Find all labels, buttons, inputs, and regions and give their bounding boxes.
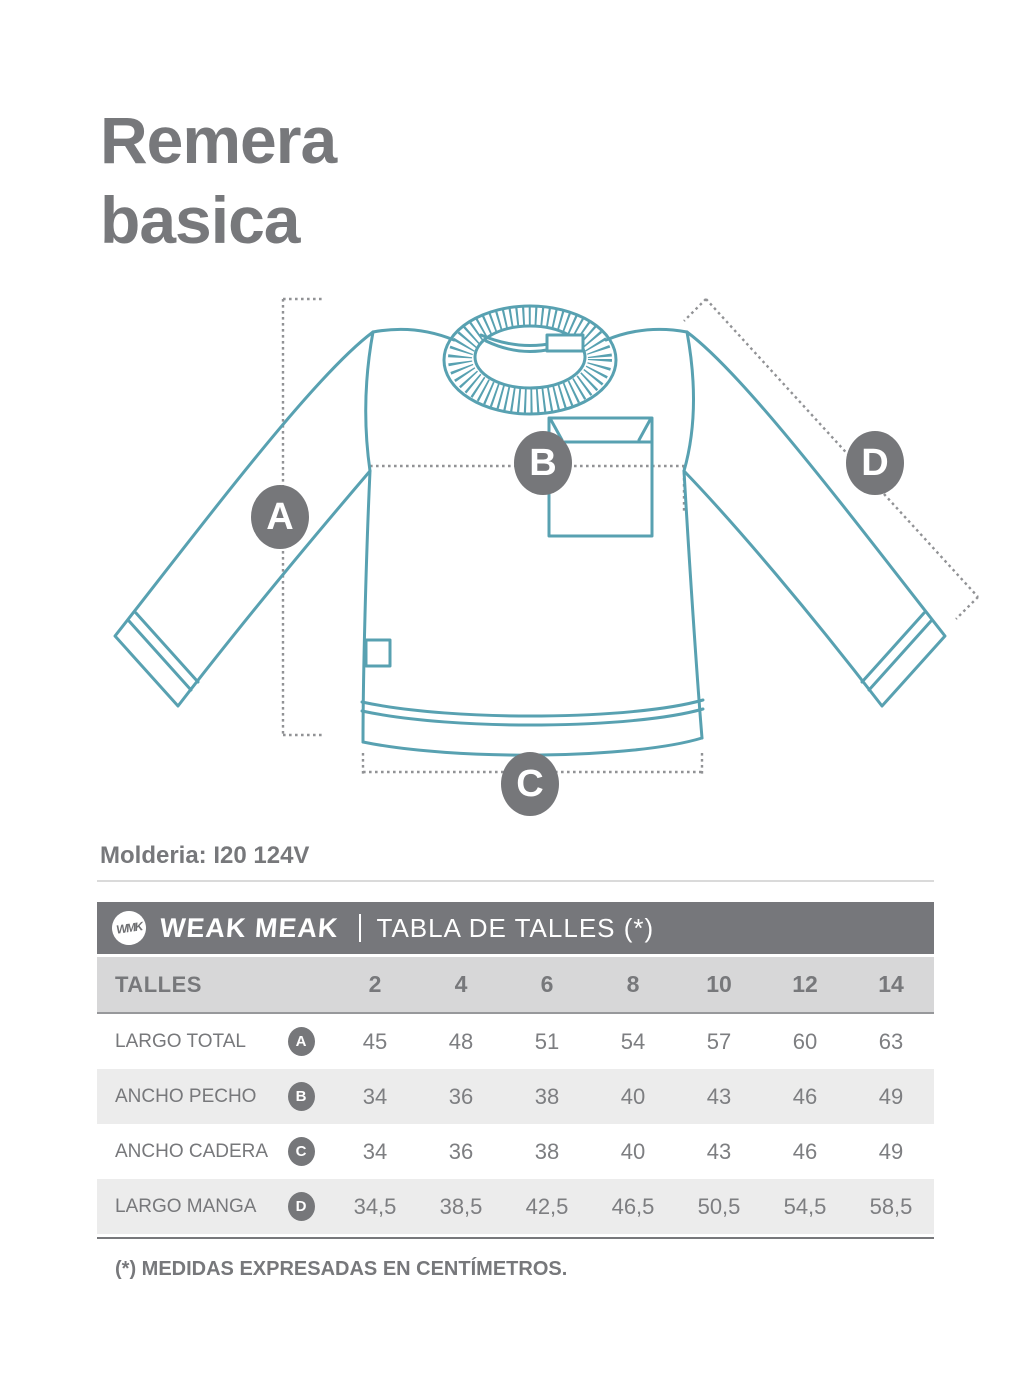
measurement-value: 63 bbox=[878, 1028, 904, 1054]
left-cuff-band bbox=[127, 611, 200, 692]
row-letter-badge: C bbox=[287, 1137, 315, 1166]
marker-d-letter: D bbox=[861, 441, 889, 484]
page-title-line1: Remera bbox=[100, 103, 337, 177]
measurement-value: 54,5 bbox=[783, 1193, 827, 1219]
measurement-value: 40 bbox=[620, 1138, 646, 1164]
row-letter-badge: B bbox=[287, 1082, 315, 1111]
measurement-value: 38,5 bbox=[439, 1193, 483, 1219]
right-armhole-seam bbox=[682, 330, 695, 473]
shirt-diagram-svg bbox=[113, 297, 979, 776]
size-table-section: WMK WEAK MEAK TABLA DE TALLES (*) TALLES… bbox=[97, 880, 934, 1239]
measurement-value: 45 bbox=[362, 1028, 388, 1054]
neck-label bbox=[545, 333, 585, 353]
marker-b: B bbox=[514, 431, 572, 495]
row-letter-cell: A bbox=[270, 1027, 332, 1056]
row-letter-badge: A bbox=[287, 1027, 315, 1056]
row-label: ANCHO PECHO bbox=[115, 1085, 257, 1107]
row-letter-badge: D bbox=[287, 1192, 315, 1221]
measurement-value: 51 bbox=[534, 1028, 560, 1054]
units-footnote: (*) MEDIDAS EXPRESADAS EN CENTÍMETROS. bbox=[115, 1258, 568, 1280]
page-title: Remera basica bbox=[100, 100, 337, 260]
measurement-value: 34 bbox=[362, 1138, 388, 1164]
collar-ribbing bbox=[448, 305, 612, 413]
size-column-header: 12 bbox=[792, 971, 818, 997]
measurement-value: 43 bbox=[706, 1083, 732, 1109]
row-label: LARGO MANGA bbox=[115, 1195, 257, 1217]
measurement-value: 40 bbox=[620, 1083, 646, 1109]
table-bottom-border bbox=[97, 1237, 934, 1239]
measurement-value: 42,5 bbox=[525, 1193, 569, 1219]
shirt-outline bbox=[113, 304, 947, 757]
measurement-value: 48 bbox=[448, 1028, 474, 1054]
measurement-value: 58,5 bbox=[869, 1193, 913, 1219]
measurement-value: 34,5 bbox=[353, 1193, 397, 1219]
marker-c-letter: C bbox=[516, 762, 544, 805]
measurement-value: 46,5 bbox=[611, 1193, 655, 1219]
measurement-value: 50,5 bbox=[697, 1193, 741, 1219]
measurement-value: 36 bbox=[448, 1138, 474, 1164]
left-shoulder-seam bbox=[371, 327, 456, 342]
brand-band: WMK WEAK MEAK TABLA DE TALLES (*) bbox=[97, 902, 934, 954]
row-label: ANCHO CADERA bbox=[115, 1140, 269, 1162]
molderia-code: Molderia: I20 124V bbox=[100, 842, 310, 869]
measurement-value: 54 bbox=[620, 1028, 646, 1054]
table-row: LARGO MANGA D 34,5 38,5 42,5 46,5 50,5 54,5 58,5 bbox=[97, 1179, 934, 1234]
table-header-row: TALLES 2 4 6 8 10 12 14 bbox=[97, 957, 934, 1014]
right-sleeve bbox=[682, 330, 947, 708]
body-left-seam bbox=[361, 469, 372, 744]
measurement-value: 46 bbox=[792, 1138, 818, 1164]
garment-measurement-diagram: A B C D bbox=[85, 283, 1000, 828]
measurement-value: 38 bbox=[534, 1083, 560, 1109]
measurement-value: 46 bbox=[792, 1083, 818, 1109]
marker-a-letter: A bbox=[266, 495, 294, 538]
brand-logo-icon: WMK bbox=[109, 908, 149, 948]
talles-header-label: TALLES bbox=[115, 971, 202, 997]
table-row: ANCHO PECHO B 34 36 38 40 43 46 49 bbox=[97, 1069, 934, 1124]
row-letter-cell: D bbox=[270, 1192, 332, 1221]
measurement-value: 49 bbox=[878, 1138, 904, 1164]
measurement-value: 43 bbox=[706, 1138, 732, 1164]
size-column-header: 4 bbox=[454, 971, 468, 997]
brand-name: WEAK MEAK bbox=[158, 912, 340, 943]
measurement-value: 49 bbox=[878, 1083, 904, 1109]
left-armhole-seam bbox=[364, 330, 375, 473]
page-title-line2: basica bbox=[100, 183, 300, 257]
size-column-header: 14 bbox=[878, 971, 904, 997]
body-right-seam bbox=[682, 469, 704, 740]
row-letter-cell: B bbox=[270, 1082, 332, 1111]
hem-stitch-lines bbox=[360, 698, 705, 727]
measurement-value: 36 bbox=[448, 1083, 474, 1109]
row-label: LARGO TOTAL bbox=[115, 1030, 246, 1052]
table-row: LARGO TOTAL A 45 48 51 54 57 60 63 bbox=[97, 1014, 934, 1069]
measurement-value: 60 bbox=[792, 1028, 818, 1054]
size-column-header: 6 bbox=[540, 971, 554, 997]
size-table: TALLES 2 4 6 8 10 12 14 LARGO TOTAL A 45 48 51 54 57… bbox=[97, 957, 934, 1239]
row-letter-cell: C bbox=[270, 1137, 332, 1166]
size-column-header: 8 bbox=[626, 971, 640, 997]
band-divider bbox=[358, 914, 361, 942]
left-sleeve bbox=[113, 330, 375, 708]
marker-b-letter: B bbox=[529, 441, 557, 484]
table-row: ANCHO CADERA C 34 36 38 40 43 46 49 bbox=[97, 1124, 934, 1179]
size-column-header: 2 bbox=[368, 971, 382, 997]
size-column-header: 10 bbox=[706, 971, 732, 997]
table-section-title: TABLA DE TALLES (*) bbox=[376, 912, 655, 943]
marker-a: A bbox=[251, 485, 309, 549]
marker-c: C bbox=[501, 752, 559, 816]
measure-d-line bbox=[683, 298, 979, 620]
right-cuff-band bbox=[860, 611, 933, 692]
right-shoulder-seam bbox=[604, 327, 689, 342]
table-body: LARGO TOTAL A 45 48 51 54 57 60 63 ANCHO PECHO B 34… bbox=[97, 1014, 934, 1234]
section-divider-line bbox=[97, 880, 934, 882]
measurement-value: 38 bbox=[534, 1138, 560, 1164]
marker-d: D bbox=[846, 431, 904, 495]
measurement-value: 57 bbox=[706, 1028, 732, 1054]
measurement-value: 34 bbox=[362, 1083, 388, 1109]
collar-outer-edge bbox=[442, 304, 618, 416]
side-seam-label bbox=[364, 638, 392, 668]
pocket-fold-line bbox=[547, 418, 654, 444]
